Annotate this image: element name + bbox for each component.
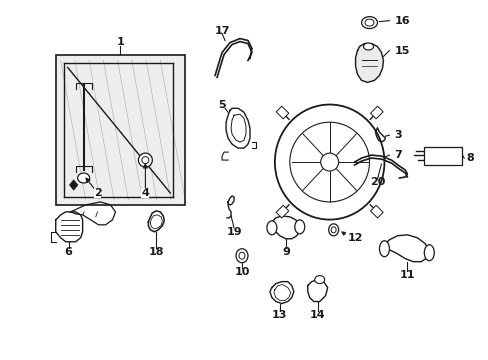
Bar bbox=[56, 55, 185, 205]
Bar bbox=[276, 205, 288, 218]
Text: 10: 10 bbox=[234, 267, 249, 276]
Ellipse shape bbox=[363, 43, 373, 50]
Text: 4: 4 bbox=[141, 188, 149, 198]
Text: 12: 12 bbox=[347, 233, 363, 243]
Ellipse shape bbox=[424, 245, 433, 261]
Bar bbox=[56, 55, 185, 205]
Ellipse shape bbox=[314, 276, 324, 284]
Text: 6: 6 bbox=[64, 247, 73, 257]
Text: 14: 14 bbox=[309, 310, 325, 320]
Ellipse shape bbox=[330, 227, 335, 233]
Text: 13: 13 bbox=[272, 310, 287, 320]
Ellipse shape bbox=[138, 153, 152, 167]
Text: 2: 2 bbox=[94, 188, 101, 198]
Text: 20: 20 bbox=[369, 177, 385, 187]
Text: 5: 5 bbox=[218, 100, 225, 110]
Text: 8: 8 bbox=[465, 153, 473, 163]
Bar bbox=[370, 205, 383, 218]
Text: 18: 18 bbox=[148, 247, 164, 257]
Bar bbox=[370, 106, 383, 119]
Ellipse shape bbox=[266, 221, 276, 235]
Ellipse shape bbox=[239, 252, 244, 259]
Ellipse shape bbox=[361, 17, 377, 28]
Ellipse shape bbox=[78, 173, 89, 183]
Ellipse shape bbox=[142, 157, 148, 163]
Text: 7: 7 bbox=[394, 150, 401, 160]
Text: 3: 3 bbox=[394, 130, 401, 140]
Ellipse shape bbox=[294, 220, 304, 234]
Bar bbox=[424, 147, 461, 165]
Ellipse shape bbox=[379, 241, 388, 257]
Bar bbox=[276, 106, 288, 119]
Ellipse shape bbox=[236, 249, 247, 263]
Text: 1: 1 bbox=[116, 36, 124, 46]
Text: 17: 17 bbox=[214, 26, 229, 36]
Text: 16: 16 bbox=[394, 15, 409, 26]
Text: 15: 15 bbox=[394, 45, 409, 55]
Polygon shape bbox=[69, 180, 78, 190]
Ellipse shape bbox=[328, 224, 338, 236]
Text: 19: 19 bbox=[226, 227, 242, 237]
Text: 9: 9 bbox=[281, 247, 289, 257]
Ellipse shape bbox=[320, 153, 338, 171]
Text: 11: 11 bbox=[399, 270, 414, 280]
Polygon shape bbox=[355, 44, 383, 82]
Ellipse shape bbox=[364, 19, 373, 26]
